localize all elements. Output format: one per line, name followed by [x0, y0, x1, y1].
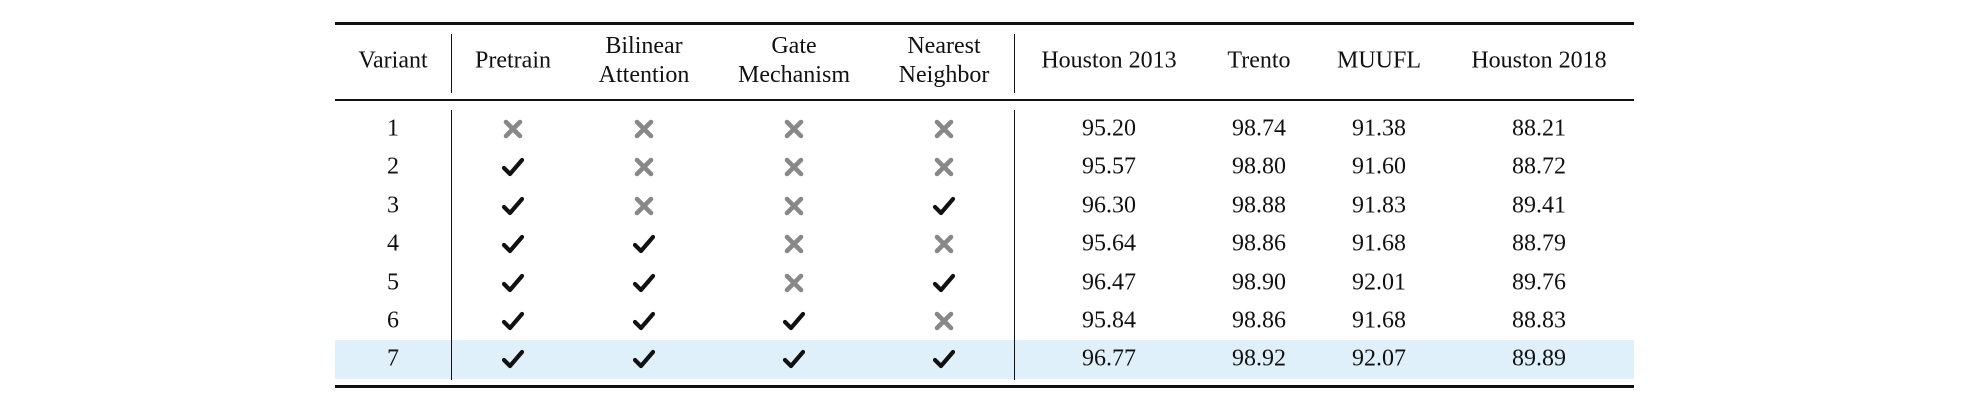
header-cell: Houston 2013 — [1041, 47, 1176, 76]
variant-cell: 2 — [387, 153, 399, 180]
variant-cell: 7 — [387, 345, 399, 372]
score-cell: 88.72 — [1512, 153, 1566, 180]
cross-icon — [784, 234, 804, 254]
header-cell: Trento — [1227, 47, 1290, 76]
column-separator — [451, 34, 453, 93]
check-icon — [633, 311, 655, 331]
score-cell: 92.07 — [1352, 345, 1406, 372]
column-separator — [1014, 34, 1016, 93]
score-cell: 98.88 — [1232, 192, 1286, 219]
score-cell: 98.74 — [1232, 115, 1286, 142]
score-cell: 95.20 — [1082, 115, 1136, 142]
header-rule — [335, 99, 1634, 101]
variant-cell: 4 — [387, 230, 399, 257]
header-cell: MUUFL — [1337, 47, 1421, 76]
header-cell: Gate Mechanism — [738, 32, 850, 90]
score-cell: 89.76 — [1512, 269, 1566, 296]
score-cell: 91.60 — [1352, 153, 1406, 180]
score-cell: 98.80 — [1232, 153, 1286, 180]
score-cell: 98.86 — [1232, 307, 1286, 334]
variant-cell: 6 — [387, 307, 399, 334]
check-icon — [933, 273, 955, 292]
score-cell: 98.90 — [1232, 269, 1286, 296]
check-icon — [502, 196, 524, 215]
header-text: Mechanism — [738, 62, 850, 88]
score-cell: 95.84 — [1082, 307, 1136, 334]
score-cell: 96.30 — [1082, 192, 1136, 219]
score-cell: 88.21 — [1512, 115, 1566, 142]
header-text: Trento — [1227, 47, 1291, 74]
header-cell: Houston 2018 — [1471, 47, 1606, 76]
variant-cell: 5 — [387, 269, 399, 296]
header-cell: Nearest Neighbor — [899, 32, 990, 90]
check-icon — [502, 235, 524, 254]
header-text: Gate — [771, 33, 817, 59]
header-text: Pretrain — [475, 47, 551, 74]
cross-icon — [784, 196, 804, 216]
header-cell: Variant — [358, 47, 427, 76]
score-cell: 96.47 — [1082, 269, 1136, 296]
score-cell: 88.83 — [1512, 307, 1566, 334]
score-cell: 91.83 — [1352, 192, 1406, 219]
header-text: Bilinear — [605, 33, 683, 59]
score-cell: 91.68 — [1352, 307, 1406, 334]
check-icon — [933, 196, 955, 215]
check-icon — [633, 273, 655, 292]
column-separator — [451, 110, 453, 380]
score-cell: 88.79 — [1512, 230, 1566, 257]
header-text: Nearest — [907, 33, 981, 59]
cross-icon — [634, 119, 654, 139]
check-icon — [502, 350, 524, 369]
score-cell: 89.41 — [1512, 192, 1566, 219]
cross-icon — [934, 311, 954, 331]
column-separator — [1014, 110, 1016, 380]
header-cell: Pretrain — [475, 47, 551, 76]
header-text: Variant — [358, 47, 428, 74]
score-cell: 91.38 — [1352, 115, 1406, 142]
cross-icon — [634, 196, 654, 216]
check-icon — [933, 350, 955, 369]
header-text: Attention — [598, 62, 690, 88]
check-icon — [502, 158, 524, 177]
check-icon — [502, 311, 524, 331]
cross-icon — [934, 158, 954, 177]
cross-icon — [634, 158, 654, 177]
header-cell: Bilinear Attention — [599, 32, 690, 90]
check-icon — [633, 235, 655, 254]
check-icon — [502, 273, 524, 292]
cross-icon — [934, 119, 954, 139]
score-cell: 96.77 — [1082, 345, 1136, 372]
cross-icon — [784, 273, 804, 292]
check-icon — [783, 350, 805, 369]
cross-icon — [784, 158, 804, 177]
header-text: Houston 2013 — [1041, 47, 1177, 74]
header-text: MUUFL — [1336, 47, 1422, 74]
cross-icon — [784, 119, 804, 139]
variant-cell: 3 — [387, 192, 399, 219]
cross-icon — [934, 234, 954, 254]
header-text: Neighbor — [898, 62, 990, 88]
score-cell: 92.01 — [1352, 269, 1406, 296]
score-cell: 95.64 — [1082, 230, 1136, 257]
check-icon — [633, 350, 655, 369]
score-cell: 91.68 — [1352, 230, 1406, 257]
header-text: Houston 2018 — [1471, 47, 1607, 74]
bottom-rule — [335, 385, 1634, 388]
check-icon — [783, 311, 805, 331]
score-cell: 98.86 — [1232, 230, 1286, 257]
cross-icon — [503, 119, 523, 139]
score-cell: 89.89 — [1512, 345, 1566, 372]
variant-cell: 1 — [387, 115, 399, 142]
top-rule — [335, 22, 1634, 25]
highlight-row — [335, 340, 1634, 379]
score-cell: 98.92 — [1232, 345, 1286, 372]
score-cell: 95.57 — [1082, 153, 1136, 180]
